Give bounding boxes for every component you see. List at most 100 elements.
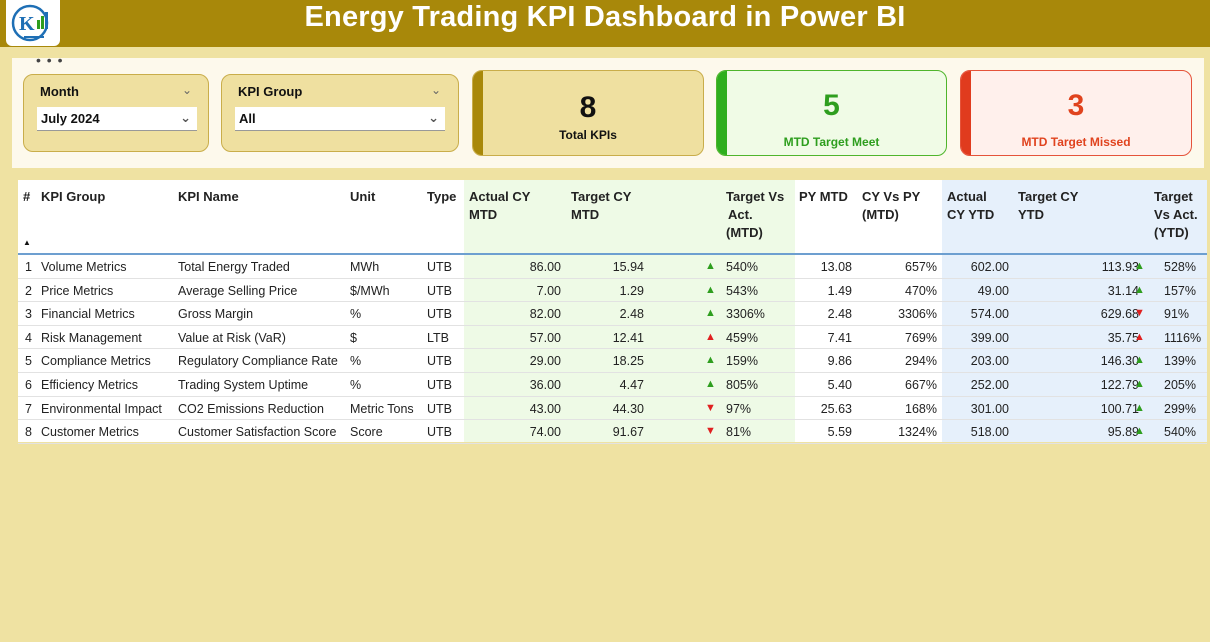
cell-name: Regulatory Compliance Rate xyxy=(178,354,338,369)
table-row[interactable]: 8 Customer Metrics Customer Satisfaction S… xyxy=(18,420,1207,444)
cell-cyvpy: 769% xyxy=(905,330,937,345)
cell-group: Environmental Impact xyxy=(41,401,162,416)
cell-tgt-ytd: 35.75 xyxy=(1107,330,1139,345)
col-header-target-cy-ytd[interactable]: Target CY YTD xyxy=(1018,188,1078,224)
col-header-py-mtd[interactable]: PY MTD xyxy=(799,189,848,204)
kpi-group-dropdown[interactable]: All ⌄ xyxy=(235,107,445,131)
chevron-down-icon[interactable]: ⌄ xyxy=(182,83,193,97)
chevron-down-icon[interactable]: ⌄ xyxy=(180,110,191,125)
cell-tgt-ytd: 113.93 xyxy=(1101,260,1139,274)
col-header-line: (MTD) xyxy=(726,225,763,240)
cell-type: LTB xyxy=(427,330,449,345)
cell-name: Value at Risk (VaR) xyxy=(178,330,286,345)
col-header-line: CY YTD xyxy=(947,207,995,222)
mtd-target-missed-value: 3 xyxy=(1067,89,1085,122)
arrow-up-icon: ▲ xyxy=(1134,425,1145,438)
col-header-line: (YTD) xyxy=(1154,225,1189,240)
col-header-actual-cy-ytd[interactable]: Actual CY YTD xyxy=(947,188,994,224)
cell-act-mtd: 43.00 xyxy=(529,401,561,416)
cell-tgt-ytd: 122.79 xyxy=(1100,378,1139,392)
cell-name: Trading System Uptime xyxy=(178,378,309,392)
cell-py-mtd: 7.41 xyxy=(827,330,852,345)
cell-type: UTB xyxy=(427,260,452,274)
cell-act-ytd: 203.00 xyxy=(970,354,1009,369)
arrow-up-icon: ▲ xyxy=(705,307,716,320)
col-header-line: Target CY xyxy=(1018,189,1079,204)
more-options-icon[interactable]: • • • xyxy=(36,52,64,68)
cell-cyvpy: 3306% xyxy=(898,307,937,322)
cell-num: 7 xyxy=(25,401,32,416)
table-row[interactable]: 6 Efficiency Metrics Trading System Uptime… xyxy=(18,373,1207,397)
arrow-up-icon: ▲ xyxy=(1134,260,1145,272)
cell-act-ytd: 574.00 xyxy=(970,307,1009,322)
table-row[interactable]: 1 Volume Metrics Total Energy Traded MWh UTB… xyxy=(18,255,1207,279)
arrow-up-icon: ▲ xyxy=(705,354,716,367)
cell-tva-ytd: 299% xyxy=(1164,401,1196,416)
cell-name: CO2 Emissions Reduction xyxy=(178,401,324,416)
card-accent xyxy=(717,71,727,155)
col-header-actual-cy-mtd[interactable]: Actual CY MTD xyxy=(469,188,530,224)
col-header-line: MTD xyxy=(571,207,600,222)
col-header-target-cy-mtd[interactable]: Target CY MTD xyxy=(571,188,631,224)
cell-tgt-mtd: 1.29 xyxy=(619,283,644,298)
total-kpis-label: Total KPIs xyxy=(559,128,617,142)
cell-py-mtd: 5.40 xyxy=(827,378,852,392)
col-header-unit[interactable]: Unit xyxy=(350,189,376,204)
col-header-target-vs-act-ytd[interactable]: Target Vs Act. (YTD) xyxy=(1154,188,1198,242)
table-row[interactable]: 4 Risk Management Value at Risk (VaR) $ LTB 5… xyxy=(18,326,1207,350)
col-header-num[interactable]: # xyxy=(23,189,31,204)
cell-unit: % xyxy=(350,354,362,369)
mtd-target-meet-card: 5 MTD Target Meet xyxy=(716,70,947,156)
cell-py-mtd: 2.48 xyxy=(827,307,852,322)
cell-tva-ytd: 91% xyxy=(1164,307,1190,322)
cell-type: UTB xyxy=(427,283,452,298)
arrow-up-icon: ▲ xyxy=(1134,401,1145,414)
cell-group: Efficiency Metrics xyxy=(41,378,139,392)
cell-tgt-ytd: 95.89 xyxy=(1107,425,1139,440)
cell-tva-mtd: 3306% xyxy=(726,307,765,322)
logo: K xyxy=(6,0,60,46)
cell-type: UTB xyxy=(427,425,452,440)
col-header-line: Act. xyxy=(728,207,753,222)
cell-tgt-mtd: 12.41 xyxy=(612,330,644,345)
table-row[interactable]: 3 Financial Metrics Gross Margin% UTB 82.00 2… xyxy=(18,302,1207,326)
cell-tva-mtd: 81% xyxy=(726,425,752,440)
chevron-down-icon[interactable]: ⌄ xyxy=(428,110,439,125)
table-row[interactable]: 5 Compliance Metrics Regulatory Compliance… xyxy=(18,349,1207,373)
cell-tva-ytd: 1116% xyxy=(1164,330,1202,345)
cell-act-ytd: 602.00 xyxy=(970,260,1009,274)
mtd-column-band xyxy=(464,180,795,442)
month-slicer[interactable]: Month ⌄ July 2024 ⌄ xyxy=(23,74,209,152)
arrow-up-icon: ▲ xyxy=(705,378,716,390)
arrow-up-icon: ▲ xyxy=(1134,330,1145,343)
kpi-group-slicer[interactable]: KPI Group ⌄ All ⌄ xyxy=(221,74,459,152)
kpi-group-slicer-label: KPI Group xyxy=(238,84,303,99)
col-header-target-vs-act-mtd[interactable]: Target Vs Act. (MTD) xyxy=(726,188,784,242)
cell-name: Total Energy Traded xyxy=(178,260,290,274)
sort-ascending-icon[interactable]: ▲ xyxy=(23,238,31,247)
cell-tva-mtd: 543% xyxy=(726,283,758,298)
col-header-cy-vs-py-mtd[interactable]: CY Vs PY (MTD) xyxy=(862,188,920,224)
cell-tgt-mtd: 2.48 xyxy=(619,307,644,322)
cell-type: UTB xyxy=(427,307,452,322)
cell-num: 5 xyxy=(25,354,32,369)
col-header-kpi-name[interactable]: KPI Name xyxy=(178,189,239,204)
col-header-line: CY Vs PY xyxy=(862,189,921,204)
col-header-type[interactable]: Type xyxy=(427,189,457,204)
cell-act-ytd: 399.00 xyxy=(970,330,1009,345)
arrow-up-icon: ▲ xyxy=(705,260,716,272)
arrow-up-icon: ▲ xyxy=(705,283,716,296)
mtd-target-meet-label: MTD Target Meet xyxy=(783,135,880,149)
chevron-down-icon[interactable]: ⌄ xyxy=(431,83,442,97)
cell-unit: MWh xyxy=(350,260,380,274)
col-header-kpi-group[interactable]: KPI Group xyxy=(41,189,106,204)
month-dropdown[interactable]: July 2024 ⌄ xyxy=(37,107,197,131)
cell-py-mtd: 13.08 xyxy=(820,260,852,274)
cell-tva-mtd: 540% xyxy=(726,260,758,274)
arrow-up-icon: ▲ xyxy=(1134,283,1145,296)
table-row[interactable]: 2 Price Metrics Average Selling Price $/MWh… xyxy=(18,279,1207,303)
col-header-line: Vs Act. xyxy=(1154,207,1198,222)
table-row[interactable]: 7 Environmental Impact CO2 Emissions Reduc… xyxy=(18,397,1207,421)
card-accent xyxy=(473,71,483,155)
cell-num: 4 xyxy=(25,330,32,345)
